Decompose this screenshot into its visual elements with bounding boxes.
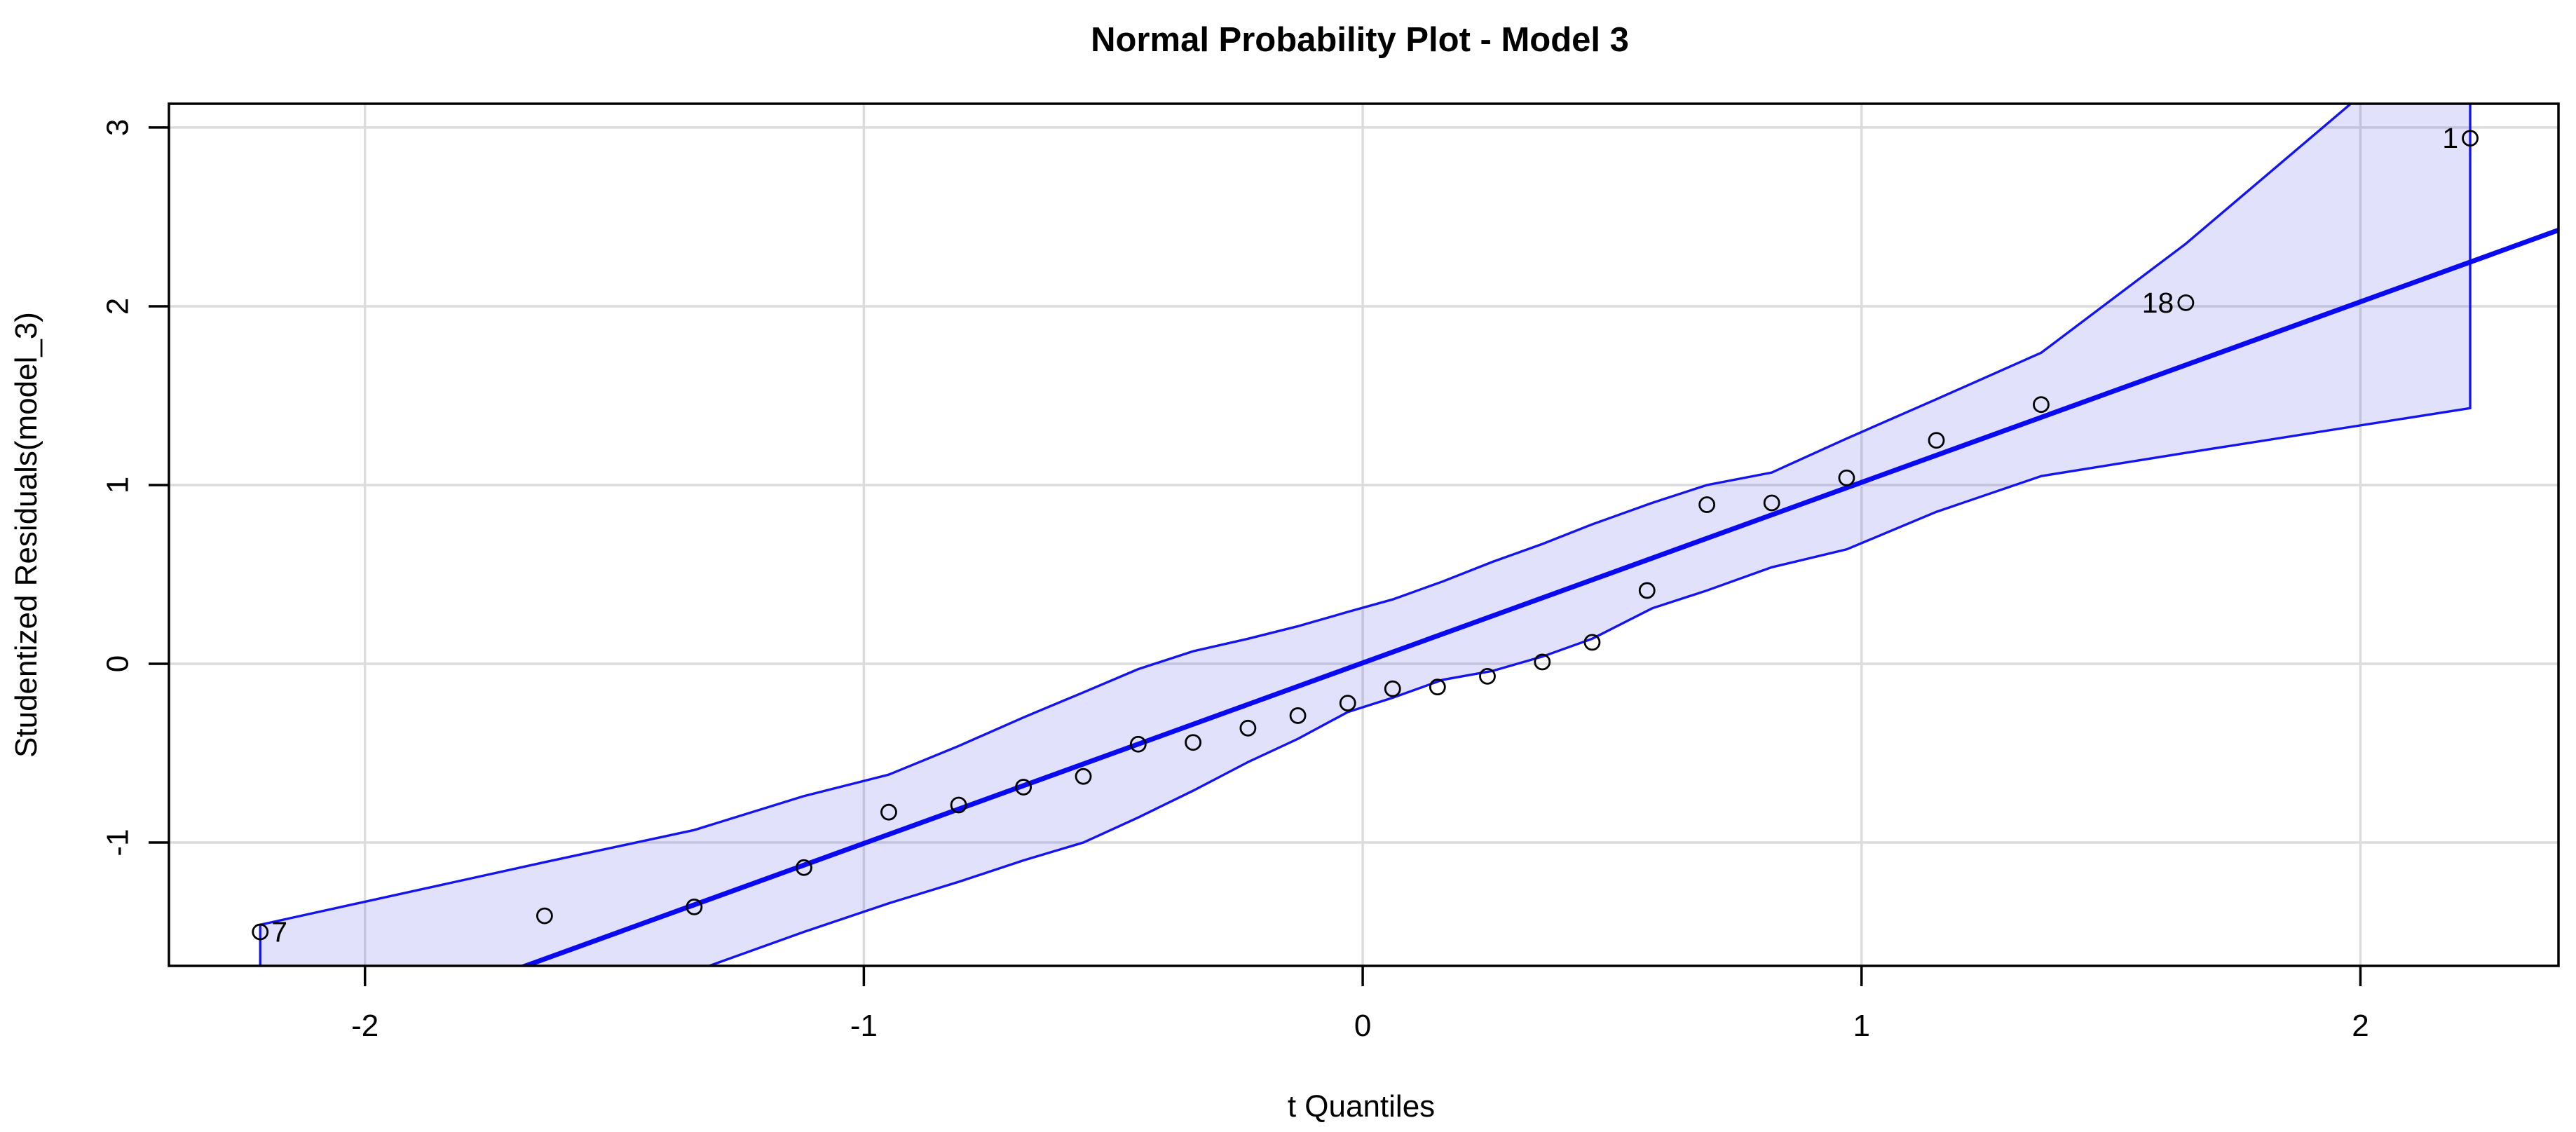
data-point xyxy=(2462,130,2479,147)
x-tick-label: -1 xyxy=(850,1009,878,1043)
data-point xyxy=(1638,582,1656,599)
data-point xyxy=(1534,653,1551,671)
y-tick-label: 3 xyxy=(101,119,135,136)
x-tick-label: 1 xyxy=(1853,1009,1870,1043)
x-axis-label: t Quantiles xyxy=(1288,1089,1435,1124)
point-label: 18 xyxy=(2142,287,2174,319)
tick-labels: -2 -1 0 1 2 -1 0 1 2 3 xyxy=(101,119,2369,1043)
chart-title: Normal Probability Plot - Model 3 xyxy=(1091,21,1629,59)
data-point xyxy=(1339,695,1356,712)
data-point xyxy=(2177,294,2195,311)
data-point xyxy=(536,907,553,925)
data-point xyxy=(1015,779,1033,796)
y-tick-label: 2 xyxy=(101,298,135,315)
y-tick-label: -1 xyxy=(101,828,135,856)
data-point xyxy=(1928,432,1945,449)
data-point xyxy=(950,796,967,814)
y-tick-label: 1 xyxy=(101,477,135,493)
data-point xyxy=(1185,734,1202,751)
data-point xyxy=(1429,678,1446,696)
point-label: 7 xyxy=(271,916,287,948)
data-point xyxy=(1479,667,1496,685)
confidence-envelope xyxy=(259,104,2472,966)
confidence-band-fill xyxy=(260,104,2471,966)
confidence-band-border xyxy=(259,104,2472,966)
data-point xyxy=(1129,735,1147,753)
data-point xyxy=(1698,496,1716,513)
data-point xyxy=(1239,719,1257,737)
y-axis-label: Studentized Residuals(model_3) xyxy=(9,312,43,758)
data-point xyxy=(880,803,897,821)
reference-line xyxy=(518,228,2558,966)
data-points xyxy=(252,130,2479,941)
data-point xyxy=(1838,469,1855,486)
reference-line-layer xyxy=(518,228,2558,966)
y-tick-label: 0 xyxy=(101,655,135,672)
data-point xyxy=(1289,707,1307,724)
axis-ticks xyxy=(149,126,2362,986)
x-tick-label: 0 xyxy=(1354,1009,1371,1043)
data-point xyxy=(1763,494,1780,512)
data-point xyxy=(1075,768,1092,785)
data-point xyxy=(252,923,269,941)
data-point xyxy=(1583,634,1601,651)
data-point xyxy=(686,898,703,915)
data-point xyxy=(1384,680,1401,697)
data-point xyxy=(796,859,812,876)
point-label: 1 xyxy=(2442,122,2458,154)
data-point xyxy=(2033,396,2050,414)
point-labels: 7 18 1 xyxy=(271,122,2458,948)
x-tick-label: -2 xyxy=(351,1009,379,1043)
x-tick-label: 2 xyxy=(2352,1009,2369,1043)
